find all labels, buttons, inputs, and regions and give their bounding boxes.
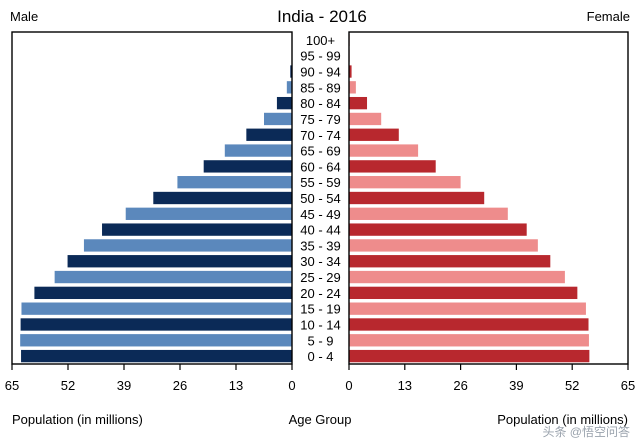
female-tick-label: 13 bbox=[398, 378, 412, 393]
male-plot-frame bbox=[11, 31, 293, 365]
female-bar-45-49 bbox=[349, 207, 508, 220]
male-bar-35-39 bbox=[83, 239, 292, 252]
x-axis-label-right: Population (in millions) bbox=[497, 412, 628, 427]
female-bar-25-29 bbox=[349, 270, 565, 284]
male-bar-50-54 bbox=[153, 191, 292, 205]
age-group-label: 65 - 69 bbox=[300, 144, 340, 159]
female-bar-75-79 bbox=[349, 112, 382, 126]
female-bar-50-54 bbox=[349, 191, 485, 205]
age-group-label: 20 - 24 bbox=[300, 286, 340, 301]
male-bar-55-59 bbox=[177, 176, 292, 189]
male-bar-85-89 bbox=[286, 81, 292, 94]
female-bar-30-34 bbox=[349, 255, 551, 268]
female-bar-10-14 bbox=[349, 318, 589, 331]
male-bar-65-69 bbox=[224, 144, 292, 157]
female-bars bbox=[349, 33, 590, 363]
male-bar-10-14 bbox=[20, 318, 292, 331]
male-bar-70-74 bbox=[246, 128, 292, 141]
male-bars bbox=[20, 33, 293, 363]
age-group-label: 50 - 54 bbox=[300, 191, 340, 206]
male-tick-label: 26 bbox=[173, 378, 187, 393]
age-group-label: 100+ bbox=[306, 33, 335, 48]
male-bar-30-34 bbox=[67, 255, 292, 268]
female-bar-60-64 bbox=[349, 160, 436, 173]
male-x-axis: 0 13 26 39 52 65 bbox=[5, 364, 296, 393]
male-label: Male bbox=[10, 9, 38, 24]
age-group-label: 25 - 29 bbox=[300, 270, 340, 285]
chart-title: India - 2016 bbox=[277, 7, 367, 26]
female-bar-90-94 bbox=[349, 65, 352, 78]
male-tick-label: 0 bbox=[288, 378, 295, 393]
age-group-label: 15 - 19 bbox=[300, 302, 340, 317]
male-bar-20-24 bbox=[34, 286, 293, 300]
male-bar-90-94 bbox=[290, 65, 292, 78]
female-tick-label: 0 bbox=[345, 378, 352, 393]
female-bar-55-59 bbox=[349, 176, 461, 189]
male-bar-60-64 bbox=[203, 160, 292, 173]
watermark: 头条 @悟空问答 bbox=[542, 425, 630, 439]
female-tick-label: 52 bbox=[565, 378, 579, 393]
age-group-label: 35 - 39 bbox=[300, 238, 340, 253]
age-group-label: 95 - 99 bbox=[300, 49, 340, 64]
male-tick-label: 65 bbox=[5, 378, 19, 393]
x-axis-label-center: Age Group bbox=[289, 412, 352, 427]
female-bar-0-4 bbox=[349, 349, 590, 363]
age-group-label: 45 - 49 bbox=[300, 207, 340, 222]
male-bar-5-9 bbox=[20, 334, 292, 347]
female-tick-label: 39 bbox=[509, 378, 523, 393]
male-tick-label: 13 bbox=[229, 378, 243, 393]
age-group-label: 30 - 34 bbox=[300, 254, 340, 269]
age-group-label: 60 - 64 bbox=[300, 159, 340, 174]
x-axis-label-left: Population (in millions) bbox=[12, 412, 143, 427]
age-group-label: 80 - 84 bbox=[300, 96, 340, 111]
male-bar-15-19 bbox=[21, 302, 292, 315]
female-bar-40-44 bbox=[349, 223, 527, 236]
male-bar-40-44 bbox=[102, 223, 293, 236]
male-bar-25-29 bbox=[54, 270, 293, 284]
age-group-label: 75 - 79 bbox=[300, 112, 340, 127]
male-bar-45-49 bbox=[125, 207, 292, 220]
age-group-label: 70 - 74 bbox=[300, 128, 340, 143]
age-group-label: 90 - 94 bbox=[300, 65, 340, 80]
male-bar-0-4 bbox=[21, 349, 293, 363]
male-bar-75-79 bbox=[264, 112, 292, 126]
male-tick-label: 52 bbox=[61, 378, 75, 393]
female-bar-20-24 bbox=[349, 286, 578, 300]
age-group-label: 5 - 9 bbox=[307, 333, 333, 348]
female-bar-65-69 bbox=[349, 144, 419, 157]
age-group-label: 55 - 59 bbox=[300, 175, 340, 190]
female-plot-frame bbox=[348, 31, 629, 365]
female-bar-5-9 bbox=[349, 334, 589, 347]
female-bar-85-89 bbox=[349, 81, 356, 94]
female-tick-label: 26 bbox=[453, 378, 467, 393]
age-group-label: 85 - 89 bbox=[300, 80, 340, 95]
female-bar-80-84 bbox=[349, 96, 368, 110]
female-bar-35-39 bbox=[349, 239, 538, 252]
age-group-label: 40 - 44 bbox=[300, 223, 340, 238]
male-tick-label: 39 bbox=[117, 378, 131, 393]
age-group-label: 0 - 4 bbox=[307, 349, 333, 364]
female-bar-70-74 bbox=[349, 128, 399, 141]
male-bar-80-84 bbox=[276, 96, 292, 110]
female-x-axis: 0 13 26 39 52 65 bbox=[345, 364, 635, 393]
age-group-label: 10 - 14 bbox=[300, 317, 340, 332]
female-bar-15-19 bbox=[349, 302, 586, 315]
female-label: Female bbox=[587, 9, 630, 24]
female-tick-label: 65 bbox=[621, 378, 635, 393]
